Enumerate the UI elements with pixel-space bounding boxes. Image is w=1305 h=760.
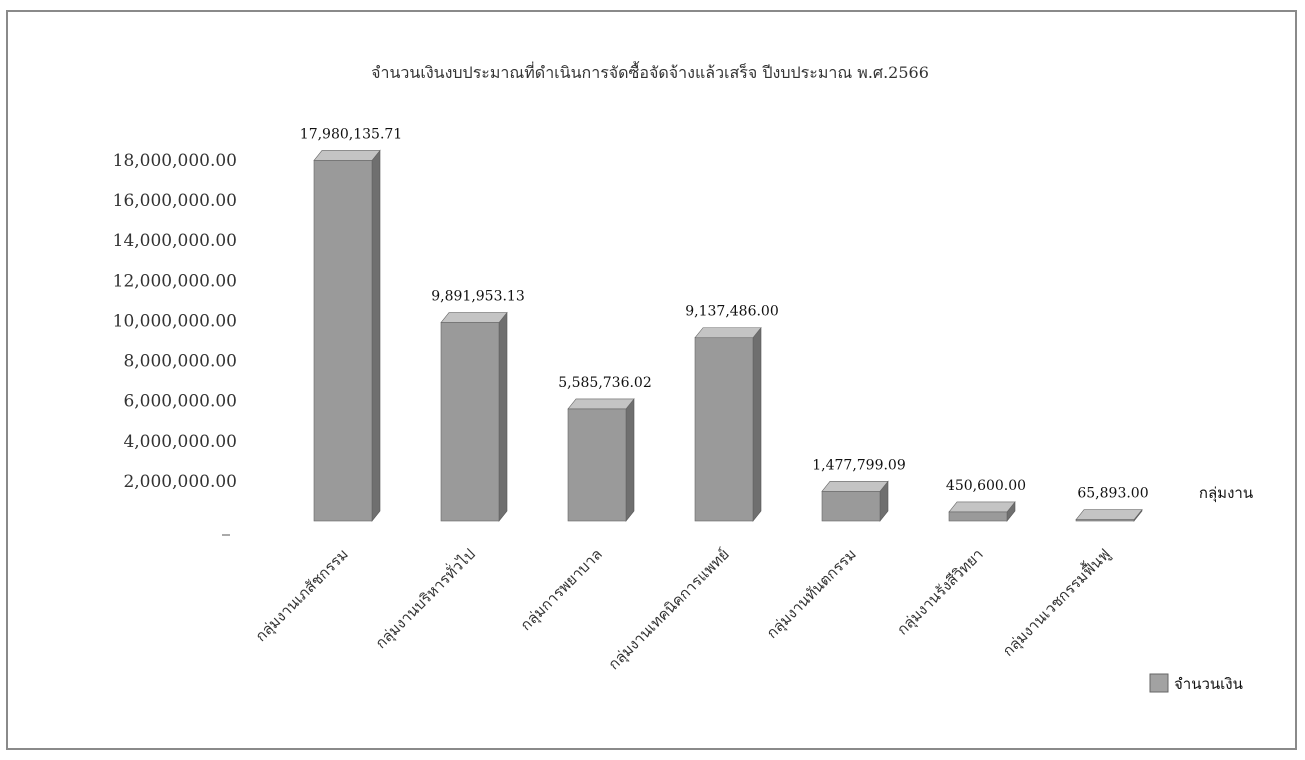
- y-tick-label: 12,000,000.00: [113, 271, 237, 291]
- bar-top: [567, 398, 635, 410]
- bar: [567, 398, 635, 522]
- x-axis-label: กลุ่มงาน: [1199, 484, 1253, 503]
- bar-top: [821, 481, 889, 492]
- bar-front: [694, 337, 754, 522]
- category-label: กลุ่มงานเทคนิคการแพทย์: [605, 545, 734, 674]
- bar-front: [440, 322, 500, 522]
- y-tick-label: 4,000,000.00: [123, 432, 237, 452]
- bar-top: [1075, 509, 1143, 520]
- y-tick-label: 6,000,000.00: [123, 392, 237, 412]
- bar-side: [498, 311, 508, 522]
- y-tick-label: 18,000,000.00: [113, 151, 237, 171]
- bar-side: [752, 326, 762, 522]
- y-axis: 2,000,000.00 4,000,000.00 6,000,000.00 8,00…: [113, 151, 237, 536]
- y-tick-label: 8,000,000.00: [123, 352, 237, 372]
- category-label: กลุ่มงานบริหารทั่วไป: [370, 544, 479, 653]
- bar-front: [313, 160, 373, 522]
- bar: [948, 501, 1016, 522]
- y-tick-label: 16,000,000.00: [113, 191, 237, 211]
- bar-side: [625, 398, 635, 522]
- bar-front: [948, 511, 1008, 522]
- bar-series: [313, 149, 1143, 522]
- y-tick-label: 14,000,000.00: [113, 231, 237, 251]
- data-label: 1,477,799.09: [812, 457, 906, 473]
- bar: [313, 149, 381, 522]
- category-label: กลุ่มงานเภสัชกรรม: [252, 545, 353, 646]
- bar-side: [371, 149, 381, 522]
- category-label: กลุ่มงานเวชกรรมฟื้นฟู: [998, 544, 1115, 661]
- data-label: 65,893.00: [1077, 486, 1148, 502]
- data-labels: 17,980,135.71 9,891,953.13 5,585,736.02 9,1…: [300, 126, 1149, 501]
- data-label: 17,980,135.71: [300, 126, 402, 142]
- chart-frame: [6, 10, 1297, 750]
- bar-top: [440, 312, 508, 323]
- bar-front: [567, 408, 627, 522]
- bar-top: [313, 150, 381, 161]
- bar-front: [1075, 519, 1135, 522]
- bar-top: [948, 501, 1016, 513]
- data-label: 450,600.00: [946, 478, 1026, 494]
- data-label: 9,137,486.00: [685, 304, 779, 320]
- y-tick-label: 2,000,000.00: [123, 472, 237, 492]
- category-label: กลุ่มงานรังสีวิทยา: [893, 545, 987, 639]
- bar: [1075, 508, 1143, 522]
- bar: [440, 311, 508, 522]
- bar: [821, 480, 889, 522]
- legend-label: จำนวนเงิน: [1174, 675, 1243, 693]
- data-label: 9,891,953.13: [431, 289, 525, 305]
- chart-title: จำนวนเงินงบประมาณที่ดำเนินการจัดซื้อจัดจ…: [371, 61, 929, 82]
- category-label: กลุ่มงานทันตกรรม: [763, 545, 861, 643]
- data-label: 5,585,736.02: [558, 375, 652, 391]
- category-labels: กลุ่มงานเภสัชกรรม กลุ่มงานบริหารทั่วไป กลุ…: [252, 544, 1115, 674]
- category-label: กลุ่มการพยาบาล: [517, 545, 607, 635]
- bar-front: [821, 491, 881, 522]
- y-tick-label: 10,000,000.00: [113, 311, 237, 331]
- legend: จำนวนเงิน: [1149, 673, 1243, 693]
- bar-top: [694, 327, 762, 339]
- bar: [694, 326, 762, 522]
- legend-swatch: [1149, 673, 1169, 693]
